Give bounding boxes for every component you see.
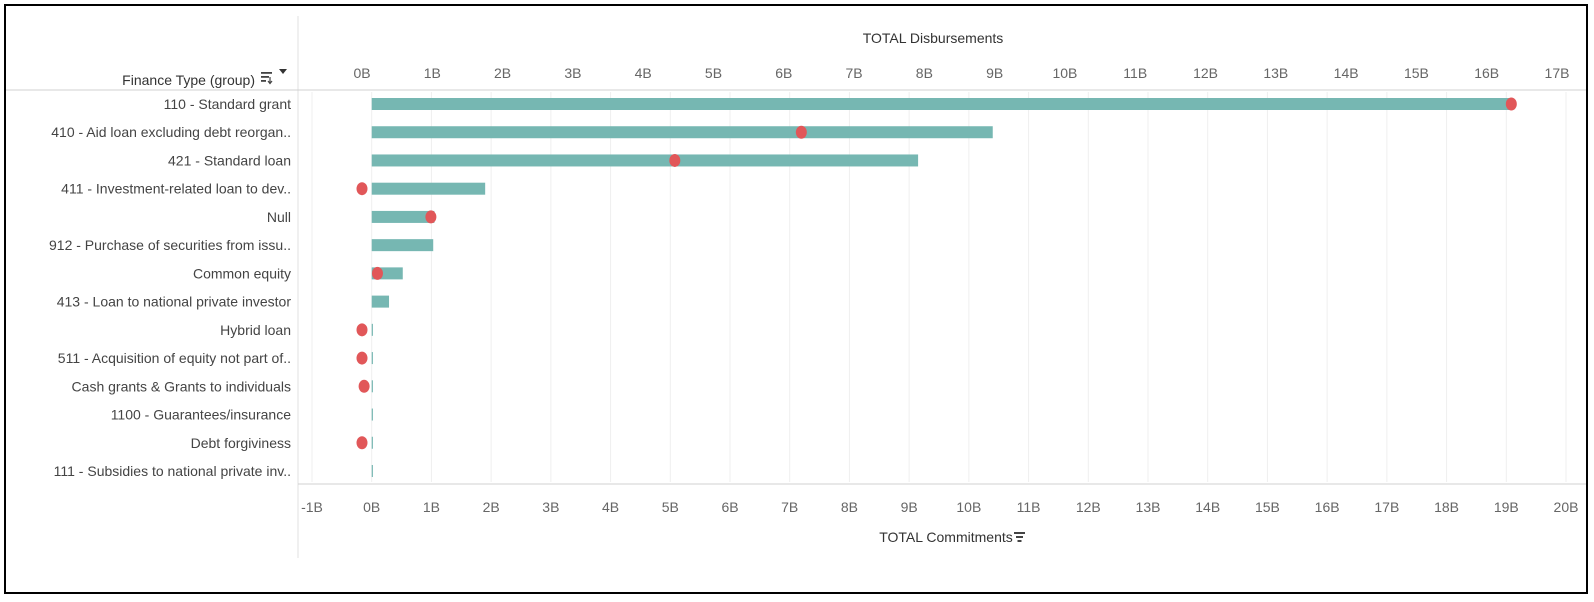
commitment-bar[interactable] — [371, 210, 435, 223]
category-label[interactable]: 110 - Standard grant — [164, 96, 291, 112]
bottom-tick-label: 10B — [956, 499, 981, 515]
chart-structure — [6, 16, 1586, 558]
top-tick-label: 0B — [353, 65, 370, 81]
bottom-tick-label: 20B — [1554, 499, 1579, 515]
sort-icon[interactable] — [261, 72, 273, 85]
bottom-tick-label: 6B — [721, 499, 738, 515]
top-tick-label: 1B — [424, 65, 441, 81]
disbursement-dot[interactable] — [356, 323, 368, 337]
bottom-tick-label: -1B — [301, 499, 323, 515]
bottom-axis-ticks: -1B 0B 1B 2B 3B 4B 5B 6B 7B 8B 9B 10B 11B 12B 13B 14B 15… — [301, 499, 1578, 515]
sort-icon[interactable] — [1014, 532, 1025, 542]
top-tick-label: 12B — [1193, 65, 1218, 81]
category-label[interactable]: 111 - Subsidies to national private inv.… — [54, 463, 291, 479]
disbursement-dots — [356, 97, 1517, 450]
top-tick-label: 2B — [494, 65, 511, 81]
disbursement-dot[interactable] — [425, 210, 437, 224]
chart-svg: Finance Type (group) TOTAL Disbursements… — [6, 16, 1586, 558]
top-tick-label: 7B — [845, 65, 862, 81]
top-tick-label: 6B — [775, 65, 792, 81]
bottom-tick-label: 12B — [1076, 499, 1101, 515]
top-tick-label: 4B — [635, 65, 652, 81]
category-label[interactable]: Hybrid loan — [220, 322, 291, 338]
commitment-bar[interactable] — [371, 464, 373, 477]
bottom-tick-label: 17B — [1374, 499, 1399, 515]
bottom-tick-label: 18B — [1434, 499, 1459, 515]
commitment-bar[interactable] — [371, 98, 1513, 110]
commitment-bar[interactable] — [371, 154, 919, 167]
chart-frame: Finance Type (group) TOTAL Disbursements… — [4, 4, 1588, 594]
top-tick-label: 16B — [1474, 65, 1499, 81]
category-label[interactable]: Null — [267, 209, 291, 225]
bottom-tick-label: 11B — [1017, 499, 1041, 515]
bottom-tick-label: 7B — [781, 499, 798, 515]
commitment-bar[interactable] — [371, 126, 993, 139]
top-axis-title: TOTAL Disbursements — [863, 30, 1004, 46]
category-label[interactable]: 421 - Standard loan — [168, 152, 291, 168]
bottom-axis-title: TOTAL Commitments — [879, 529, 1013, 545]
category-label[interactable]: Cash grants & Grants to individuals — [72, 378, 291, 394]
top-tick-label: 11B — [1123, 65, 1147, 81]
bottom-tick-label: 5B — [662, 499, 679, 515]
commitment-bar[interactable] — [371, 352, 373, 365]
category-label[interactable]: Debt forgiviness — [191, 435, 291, 451]
commitment-bar[interactable] — [371, 408, 373, 421]
commitment-bar[interactable] — [371, 239, 434, 252]
commitment-bar[interactable] — [371, 436, 373, 449]
top-tick-label: 5B — [705, 65, 722, 81]
row-header-label[interactable]: Finance Type (group) — [122, 72, 255, 88]
bottom-tick-label: 4B — [602, 499, 619, 515]
category-labels: 110 - Standard grant 410 - Aid loan exclu… — [49, 96, 291, 479]
category-label[interactable]: 912 - Purchase of securities from issu.. — [49, 237, 291, 253]
top-tick-label: 15B — [1404, 65, 1429, 81]
disbursement-dot[interactable] — [1505, 97, 1517, 111]
disbursement-dot[interactable] — [358, 379, 370, 393]
category-label[interactable]: Common equity — [193, 265, 291, 281]
top-tick-label: 10B — [1052, 65, 1077, 81]
category-label[interactable]: 411 - Investment-related loan to dev.. — [61, 181, 291, 197]
disbursement-dot[interactable] — [356, 351, 368, 365]
bottom-tick-label: 0B — [363, 499, 380, 515]
category-label[interactable]: 413 - Loan to national private investor — [57, 294, 292, 310]
top-tick-label: 8B — [916, 65, 933, 81]
commitment-bar[interactable] — [371, 380, 373, 393]
bottom-tick-label: 14B — [1195, 499, 1220, 515]
top-axis-ticks: 0B 1B 2B 3B 4B 5B 6B 7B 8B 9B 10B 11B 12B 13B 14B 15B 16… — [353, 65, 1569, 81]
bottom-tick-label: 2B — [483, 499, 500, 515]
commitment-bar[interactable] — [371, 182, 486, 195]
category-label[interactable]: 1100 - Guarantees/insurance — [111, 407, 292, 423]
top-tick-label: 3B — [564, 65, 581, 81]
bottom-tick-label: 3B — [542, 499, 559, 515]
top-tick-label: 9B — [986, 65, 1003, 81]
category-label[interactable]: 410 - Aid loan excluding debt reorgan.. — [51, 124, 291, 140]
bottom-tick-label: 13B — [1136, 499, 1161, 515]
top-tick-label: 14B — [1334, 65, 1359, 81]
bottom-tick-label: 9B — [901, 499, 918, 515]
disbursement-dot[interactable] — [669, 153, 681, 167]
bottom-tick-label: 1B — [423, 499, 440, 515]
commitment-bar[interactable] — [371, 323, 373, 336]
disbursement-dot[interactable] — [795, 125, 807, 139]
disbursement-dot[interactable] — [356, 436, 368, 450]
top-tick-label: 17B — [1545, 65, 1570, 81]
top-tick-label: 13B — [1263, 65, 1288, 81]
bottom-tick-label: 15B — [1255, 499, 1280, 515]
dropdown-caret-icon[interactable] — [279, 69, 287, 74]
disbursement-dot[interactable] — [371, 266, 383, 280]
commitment-bars — [371, 98, 1513, 477]
gridlines — [311, 92, 1567, 482]
category-label[interactable]: 511 - Acquisition of equity not part of.… — [58, 350, 291, 366]
commitment-bar[interactable] — [371, 295, 390, 308]
bottom-tick-label: 8B — [841, 499, 858, 515]
bottom-tick-label: 19B — [1494, 499, 1519, 515]
bottom-tick-label: 16B — [1315, 499, 1340, 515]
disbursement-dot[interactable] — [356, 182, 368, 196]
